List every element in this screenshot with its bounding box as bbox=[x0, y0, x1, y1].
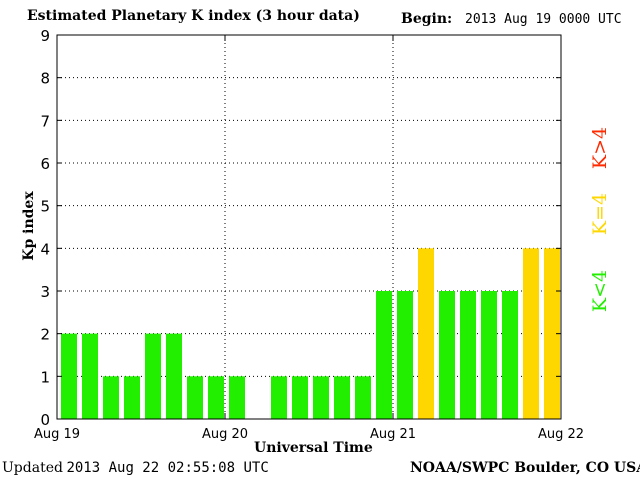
y-tick-label: 6 bbox=[40, 155, 50, 173]
y-tick-label: 8 bbox=[40, 70, 50, 88]
x-axis-label: Universal Time bbox=[254, 440, 373, 456]
legend-mid: K=4 bbox=[589, 192, 612, 236]
kp-bar bbox=[355, 376, 371, 419]
legend-low: K<4 bbox=[589, 269, 612, 313]
y-tick-label: 4 bbox=[40, 240, 50, 258]
kp-bar bbox=[439, 291, 455, 419]
kp-bar bbox=[397, 291, 413, 419]
kp-bar bbox=[166, 333, 182, 419]
chart-title: Estimated Planetary K index (3 hour data… bbox=[27, 8, 360, 24]
y-tick-label: 3 bbox=[40, 283, 50, 301]
y-tick-label: 2 bbox=[40, 326, 50, 344]
kp-bar bbox=[208, 376, 224, 419]
y-axis-label: Kp index bbox=[21, 191, 37, 261]
kp-bar bbox=[376, 291, 392, 419]
y-tick-label: 1 bbox=[40, 368, 50, 386]
x-tick-label: Aug 19 bbox=[34, 427, 80, 442]
kp-bar bbox=[334, 376, 350, 419]
kp-bar bbox=[61, 333, 77, 419]
y-tick-label: 7 bbox=[40, 112, 50, 130]
kp-bar bbox=[271, 376, 287, 419]
y-tick-label: 9 bbox=[40, 27, 50, 45]
kp-bar bbox=[103, 376, 119, 419]
x-tick-label: Aug 21 bbox=[370, 427, 416, 442]
updated-label: Updated bbox=[2, 460, 63, 476]
begin-label: Begin: bbox=[401, 11, 453, 27]
kp-bar bbox=[502, 291, 518, 419]
kp-bar bbox=[418, 248, 434, 419]
kp-bar bbox=[313, 376, 329, 419]
begin-value: 2013 Aug 19 0000 UTC bbox=[465, 12, 622, 27]
plot-frame bbox=[56, 34, 562, 420]
kp-bar bbox=[481, 291, 497, 419]
y-axis-ticks: 0 1 2 3 4 5 6 7 8 9 bbox=[40, 27, 561, 429]
x-tick-label: Aug 22 bbox=[538, 427, 584, 442]
kp-bar bbox=[82, 333, 98, 419]
x-axis-ticks: Aug 19 Aug 20 Aug 21 Aug 22 bbox=[34, 35, 584, 442]
x-tick-label: Aug 20 bbox=[202, 427, 248, 442]
kp-bar bbox=[523, 248, 539, 419]
kp-bar bbox=[187, 376, 203, 419]
kp-bar bbox=[229, 376, 245, 419]
kp-bar bbox=[292, 376, 308, 419]
updated-value: 2013 Aug 22 02:55:08 UTC bbox=[66, 460, 269, 476]
source-credit: NOAA/SWPC Boulder, CO USA bbox=[410, 460, 640, 476]
updated-text: Updated 2013 Aug 22 02:55:08 UTC bbox=[2, 460, 269, 477]
kp-bar bbox=[124, 376, 140, 419]
y-tick-label: 0 bbox=[40, 411, 50, 429]
legend-high: K>4 bbox=[589, 126, 612, 170]
y-tick-label: 5 bbox=[40, 198, 50, 216]
chart-bars bbox=[61, 248, 560, 419]
kp-bar bbox=[145, 333, 161, 419]
chart-grid bbox=[57, 35, 561, 419]
kp-bar bbox=[460, 291, 476, 419]
